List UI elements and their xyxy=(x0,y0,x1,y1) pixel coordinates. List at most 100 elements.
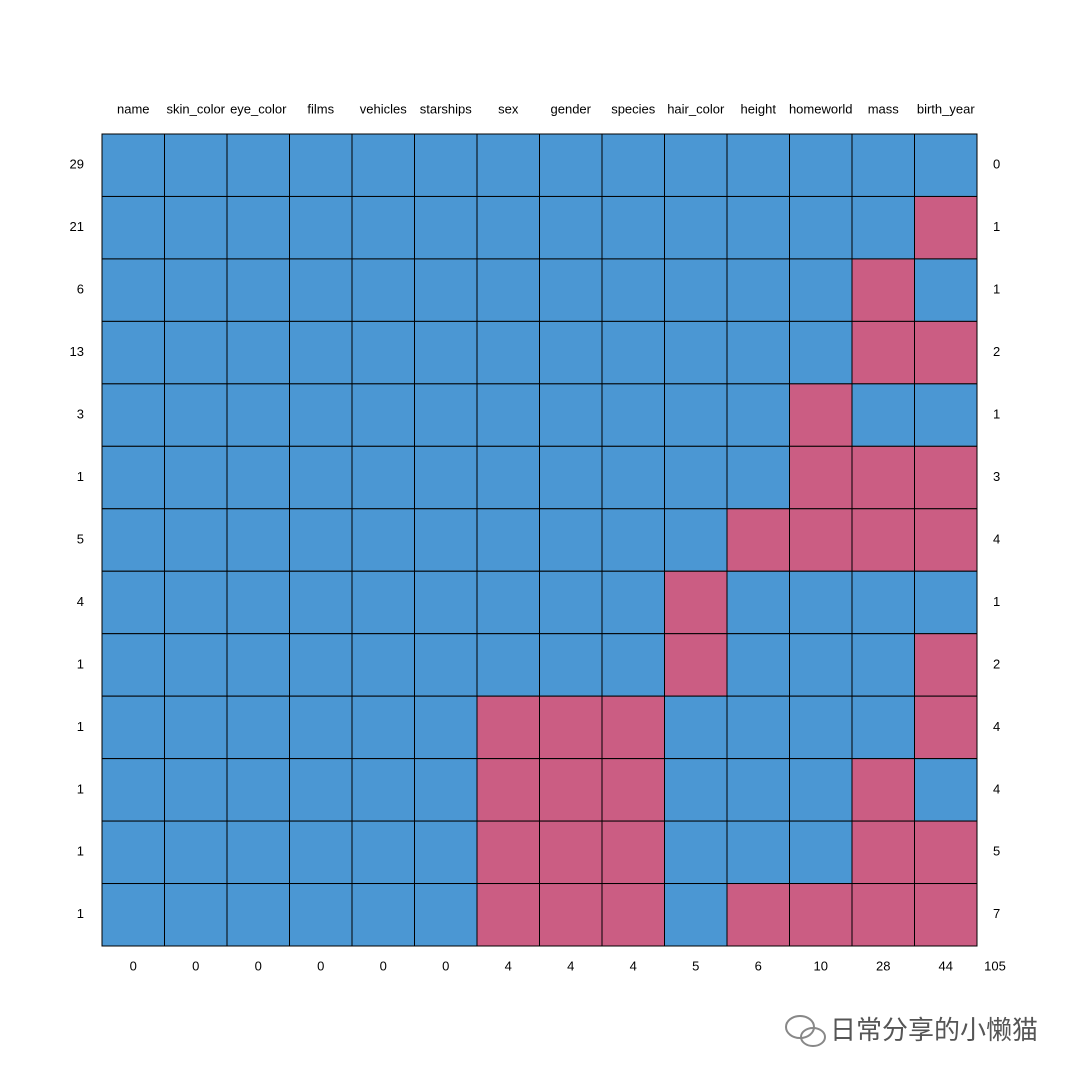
cell xyxy=(601,383,665,447)
cell xyxy=(601,508,665,572)
row-count: 21 xyxy=(70,219,84,234)
cell xyxy=(726,383,790,447)
cell xyxy=(851,258,915,322)
row-missing: 2 xyxy=(993,344,1000,359)
cell xyxy=(726,883,790,947)
cell xyxy=(101,695,165,760)
cell xyxy=(101,320,165,385)
cell xyxy=(789,258,853,322)
cell xyxy=(539,133,603,197)
cell xyxy=(914,695,978,760)
cell xyxy=(601,320,665,385)
column-label: mass xyxy=(868,101,900,116)
row-missing: 1 xyxy=(993,282,1000,297)
cell xyxy=(726,633,790,697)
total-missing: 105 xyxy=(984,958,1006,973)
cell xyxy=(289,820,353,885)
cell xyxy=(539,383,603,447)
cell xyxy=(664,695,728,760)
column-label: homeworld xyxy=(789,101,853,116)
cell xyxy=(664,570,728,635)
cell xyxy=(289,195,353,260)
row-count: 1 xyxy=(77,656,84,671)
cell xyxy=(726,320,790,385)
cell xyxy=(914,320,978,385)
cell xyxy=(476,383,540,447)
cell xyxy=(851,383,915,447)
cell xyxy=(101,508,165,572)
cell xyxy=(726,133,790,197)
column-missing: 0 xyxy=(442,958,449,973)
cell xyxy=(726,195,790,260)
cell xyxy=(664,445,728,510)
cell xyxy=(914,570,978,635)
cell xyxy=(164,633,228,697)
row-count: 29 xyxy=(70,157,84,172)
cell xyxy=(289,695,353,760)
cell xyxy=(539,633,603,697)
cell xyxy=(164,320,228,385)
cell xyxy=(539,508,603,572)
cell xyxy=(226,758,290,822)
cell xyxy=(539,195,603,260)
cell xyxy=(289,258,353,322)
cell xyxy=(851,320,915,385)
cell xyxy=(101,133,165,197)
cell xyxy=(851,570,915,635)
column-label: skin_color xyxy=(166,101,225,116)
cell xyxy=(226,320,290,385)
column-label: species xyxy=(611,101,656,116)
cell xyxy=(914,258,978,322)
cell xyxy=(726,820,790,885)
cell xyxy=(101,195,165,260)
cell xyxy=(351,820,415,885)
row-count: 1 xyxy=(77,844,84,859)
cell xyxy=(351,695,415,760)
cell xyxy=(351,133,415,197)
row-missing: 0 xyxy=(993,157,1000,172)
column-missing: 0 xyxy=(380,958,387,973)
cell xyxy=(101,383,165,447)
cell xyxy=(726,445,790,510)
cell xyxy=(414,633,478,697)
cell xyxy=(789,383,853,447)
cell xyxy=(539,320,603,385)
column-missing: 4 xyxy=(505,958,512,973)
cell xyxy=(226,508,290,572)
cell xyxy=(351,633,415,697)
cell xyxy=(164,195,228,260)
column-label: vehicles xyxy=(360,101,407,116)
cell xyxy=(914,508,978,572)
cell xyxy=(101,258,165,322)
column-label: name xyxy=(117,101,150,116)
cell xyxy=(726,570,790,635)
cell xyxy=(726,695,790,760)
cell xyxy=(914,383,978,447)
cell xyxy=(789,883,853,947)
cell xyxy=(851,133,915,197)
cell xyxy=(851,758,915,822)
cell xyxy=(101,820,165,885)
cell xyxy=(664,258,728,322)
cell xyxy=(664,195,728,260)
column-missing: 4 xyxy=(567,958,574,973)
row-count: 4 xyxy=(77,594,84,609)
cell xyxy=(289,633,353,697)
row-missing: 3 xyxy=(993,469,1000,484)
cell xyxy=(664,633,728,697)
cell xyxy=(726,758,790,822)
row-count: 1 xyxy=(77,469,84,484)
cell xyxy=(101,758,165,822)
cell xyxy=(351,445,415,510)
cell xyxy=(226,445,290,510)
column-missing: 0 xyxy=(255,958,262,973)
cell xyxy=(726,508,790,572)
cell xyxy=(851,508,915,572)
cell xyxy=(914,758,978,822)
cell xyxy=(789,820,853,885)
cell xyxy=(226,133,290,197)
cell xyxy=(351,508,415,572)
cell xyxy=(476,758,540,822)
cell xyxy=(351,570,415,635)
cell xyxy=(414,758,478,822)
